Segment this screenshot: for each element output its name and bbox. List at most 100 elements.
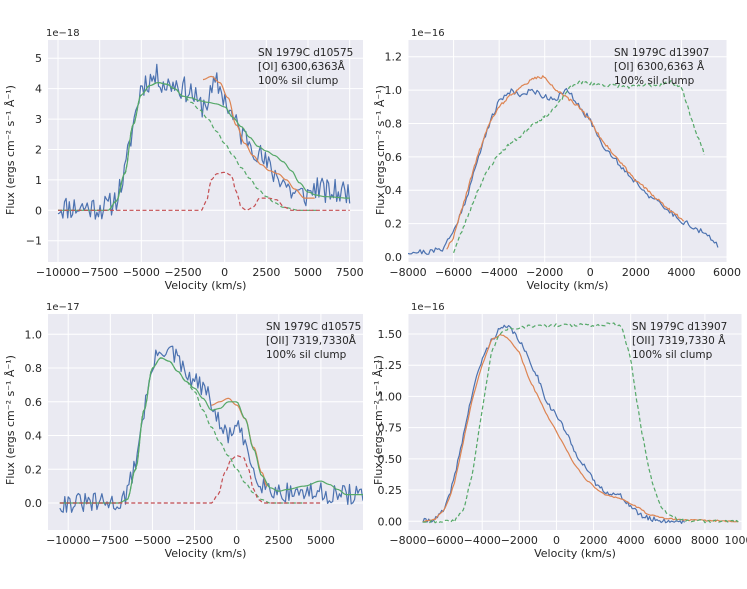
y-multiplier: 1e−17: [46, 302, 80, 313]
y-tick-label: 0.6: [385, 151, 403, 164]
x-tick-label: −7500: [92, 534, 129, 547]
series-group: [57, 63, 351, 220]
x-tick-label: −2000: [501, 534, 538, 547]
y-tick-label: 1.00: [378, 390, 403, 403]
y-tick-label: 1.2: [385, 51, 403, 64]
series-model: [446, 75, 685, 250]
y-tick-label: 0.4: [25, 430, 43, 443]
y-tick-label: 1: [35, 174, 42, 187]
plot-area: [408, 314, 742, 530]
annotation-line: SN 1979C d10575: [258, 47, 353, 59]
annotation-line: SN 1979C d13907: [632, 321, 727, 333]
series-clump-component: [422, 322, 739, 524]
x-tick-label: −6000: [435, 266, 472, 279]
y-axis-label: Flux (ergs cm⁻² s⁻¹ Å⁻¹): [372, 355, 385, 485]
y-multiplier: 1e−18: [46, 28, 80, 39]
panel-3: −10000 −7500 −5000 −2500 0 2500 5000 0.0 0.2 0.4 0…: [4, 302, 363, 560]
y-tick-label: 1.50: [378, 328, 403, 341]
y-tick-label: 0.0: [25, 497, 43, 510]
x-tick-label: 4000: [667, 266, 695, 279]
x-tick-label: −10000: [46, 534, 90, 547]
x-tick-label: 5000: [307, 534, 335, 547]
y-tick-label: 5: [35, 52, 42, 65]
x-axis-label: Velocity (km/s): [165, 547, 247, 560]
y-tick-label: 0.6: [25, 396, 43, 409]
x-tick-label: 4000: [617, 534, 645, 547]
series-group: [59, 345, 363, 513]
series-group: [408, 75, 719, 255]
series-group: [422, 322, 739, 525]
y-tick-label: 0.4: [385, 184, 403, 197]
annotation-line: [OII] 7319,7330 Å: [632, 334, 726, 347]
x-tick-label: 8000: [691, 534, 719, 547]
x-tick-label: 6000: [654, 534, 682, 547]
y-tick-label: −1: [26, 235, 42, 248]
x-tick-label: 6000: [713, 266, 741, 279]
panel-1: −10000 −7500 −5000 −2500 0 2500 5000 7500 −1 0 1 2 3…: [4, 28, 364, 292]
x-tick-label: 2000: [580, 534, 608, 547]
panel-2: −8000 −6000 −4000 −2000 0 2000 4000 6000 0.0 0.2 0…: [374, 28, 741, 292]
y-tick-label: 1.25: [378, 359, 403, 372]
x-tick-label: −5000: [123, 266, 160, 279]
plot-area: [408, 40, 727, 262]
series-shell-component: [58, 171, 350, 211]
x-axis-label: Velocity (km/s): [165, 279, 247, 292]
annotation-line: SN 1979C d10575: [266, 321, 361, 333]
panel-4: −8000 −6000 −4000 −2000 0 2000 4000 6000 8000 100…: [372, 302, 747, 560]
annotation-line: SN 1979C d13907: [614, 47, 709, 59]
plot-area: [48, 314, 363, 530]
series-clump-component: [58, 81, 317, 211]
x-tick-label: −2000: [526, 266, 563, 279]
series-model: [59, 357, 363, 504]
x-tick-label: 10000: [725, 534, 747, 547]
y-axis-label: Flux (ergs cm⁻² s⁻¹ Å⁻¹): [4, 85, 17, 215]
x-axis-label: Velocity (km/s): [527, 279, 609, 292]
y-tick-label: 1.0: [385, 84, 403, 97]
annotation-line: [OI] 6300,6363Å: [258, 60, 346, 73]
x-tick-label: −10000: [36, 266, 80, 279]
x-tick-label: 0: [233, 534, 240, 547]
y-tick-label: 4: [35, 83, 42, 96]
y-axis-label: Flux (ergs cm⁻² s⁻¹ Å⁻¹): [374, 85, 387, 215]
x-axis-label: Velocity (km/s): [534, 547, 616, 560]
y-tick-label: 3: [35, 113, 42, 126]
annotation-line: 100% sil clump: [632, 349, 713, 361]
x-tick-label: −4000: [464, 534, 501, 547]
y-tick-label: 2: [35, 143, 42, 156]
x-tick-label: 2500: [252, 266, 280, 279]
y-tick-label: 0.0: [385, 251, 403, 264]
x-tick-label: −4000: [481, 266, 518, 279]
x-tick-label: −2500: [176, 534, 213, 547]
series-observed: [57, 63, 351, 220]
x-tick-label: −6000: [427, 534, 464, 547]
y-tick-label: 0.2: [385, 218, 403, 231]
x-tick-label: 7500: [336, 266, 364, 279]
x-tick-label: −5000: [134, 534, 171, 547]
x-tick-label: 2000: [622, 266, 650, 279]
y-tick-label: 0.8: [25, 362, 43, 375]
x-tick-label: 2500: [265, 534, 293, 547]
series-model: [422, 334, 739, 523]
x-tick-label: 5000: [294, 266, 322, 279]
plot-area: [48, 40, 363, 262]
x-tick-label: 0: [221, 266, 228, 279]
y-tick-label: 0.50: [378, 453, 403, 466]
x-tick-label: −7500: [81, 266, 118, 279]
annotation-line: 100% sil clump: [266, 349, 347, 361]
series-clump-component: [453, 79, 705, 254]
series-shell-component: [59, 455, 321, 504]
series-observed: [422, 324, 686, 525]
annotation-line: [OII] 7319,7330Å: [266, 334, 357, 347]
y-tick-label: 0.00: [378, 515, 403, 528]
annotation-line: 100% sil clump: [258, 75, 339, 87]
y-multiplier: 1e−16: [411, 28, 445, 39]
x-tick-label: 0: [587, 266, 594, 279]
x-tick-label: −8000: [389, 534, 426, 547]
y-tick-label: 0.8: [385, 117, 403, 130]
x-tick-label: 0: [553, 534, 560, 547]
y-tick-label: 1.0: [25, 328, 43, 341]
y-tick-label: 0.75: [378, 422, 403, 435]
y-axis-label: Flux (ergs cm⁻² s⁻¹ Å⁻¹): [4, 355, 17, 485]
y-tick-label: 0.25: [378, 484, 403, 497]
